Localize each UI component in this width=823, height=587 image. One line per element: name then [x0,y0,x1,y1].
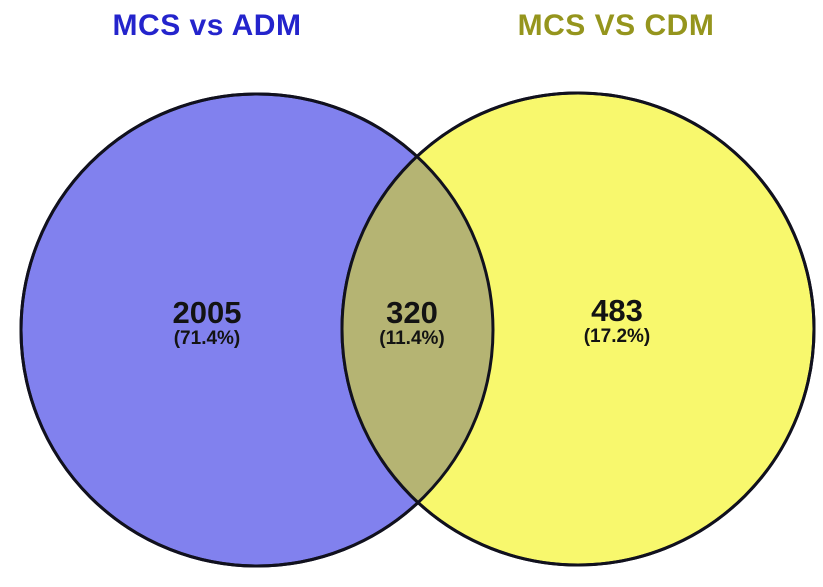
left-set-outline [19,92,495,568]
right-set-title: MCS VS CDM [517,9,715,42]
overlap-percent: (11.4%) [379,328,445,350]
right-only-percent: (17.2%) [583,326,651,348]
overlap-count: 320 [386,295,438,330]
left-only-count: 2005 [172,295,242,330]
overlap-label: 320 (11.4%) [379,296,444,350]
right-only-label: 483 (17.2%) [584,294,651,348]
left-set-title: MCS vs ADM [112,9,302,42]
right-only-count: 483 [591,293,643,328]
right-set-outline [340,91,816,567]
left-only-label: 2005 (71.4%) [173,296,242,350]
left-only-percent: (71.4%) [173,328,241,350]
